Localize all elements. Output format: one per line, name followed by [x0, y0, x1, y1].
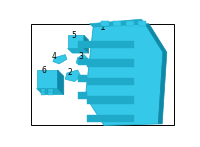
- Bar: [78, 75, 87, 82]
- Bar: [40, 92, 45, 95]
- Polygon shape: [68, 35, 84, 49]
- Polygon shape: [37, 88, 64, 95]
- Text: 3: 3: [78, 51, 83, 61]
- Bar: [48, 92, 53, 95]
- Bar: [138, 21, 146, 26]
- Text: 5: 5: [71, 31, 76, 41]
- Polygon shape: [53, 55, 67, 64]
- Polygon shape: [58, 70, 64, 95]
- Bar: [40, 89, 45, 92]
- Bar: [87, 78, 134, 85]
- Bar: [78, 41, 87, 49]
- Bar: [101, 21, 109, 26]
- Bar: [87, 41, 134, 49]
- Polygon shape: [68, 49, 89, 53]
- Polygon shape: [89, 19, 145, 27]
- Bar: [126, 21, 134, 26]
- Bar: [78, 92, 87, 99]
- Text: 2: 2: [68, 68, 72, 77]
- Bar: [113, 21, 121, 26]
- Bar: [87, 96, 134, 104]
- Polygon shape: [76, 55, 89, 65]
- Text: 1: 1: [100, 23, 105, 32]
- Bar: [87, 59, 134, 67]
- Bar: [31, 24, 174, 125]
- Polygon shape: [84, 35, 89, 53]
- Text: 6: 6: [41, 66, 46, 75]
- Text: 4: 4: [52, 51, 57, 61]
- Bar: [87, 115, 134, 122]
- Bar: [48, 89, 53, 92]
- Bar: [78, 58, 87, 65]
- Polygon shape: [37, 70, 58, 88]
- Polygon shape: [85, 24, 163, 125]
- Polygon shape: [145, 24, 167, 124]
- Polygon shape: [65, 70, 81, 82]
